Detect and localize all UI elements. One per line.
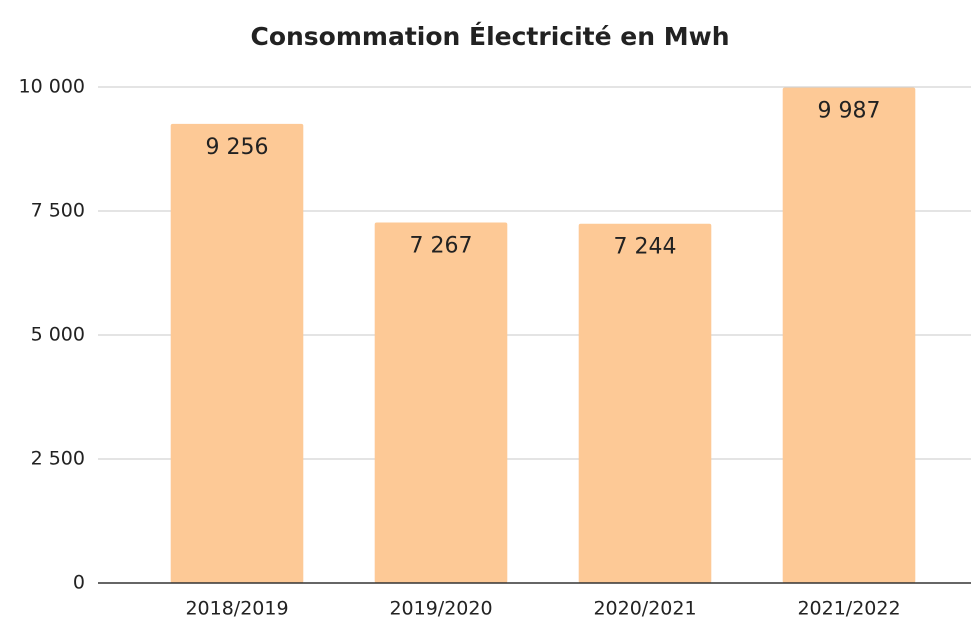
data-label: 7 267 xyxy=(410,234,473,259)
chart-title: Consommation Électricité en Mwh xyxy=(250,22,729,51)
data-label: 7 244 xyxy=(614,235,677,260)
y-tick-label: 5 000 xyxy=(31,324,85,346)
bar xyxy=(578,223,712,583)
y-tick-label: 2 500 xyxy=(31,448,85,470)
bar xyxy=(782,87,916,583)
y-tick-label: 10 000 xyxy=(19,76,85,98)
x-tick-label: 2018/2019 xyxy=(185,598,288,620)
bar xyxy=(374,222,508,583)
x-tick-label: 2021/2022 xyxy=(797,598,900,620)
data-label: 9 256 xyxy=(206,135,269,160)
y-tick-label: 7 500 xyxy=(31,200,85,222)
x-tick-label: 2020/2021 xyxy=(593,598,696,620)
data-label: 9 987 xyxy=(818,99,881,124)
y-tick-label: 0 xyxy=(73,572,85,594)
bar xyxy=(170,123,304,583)
x-tick-label: 2019/2020 xyxy=(389,598,492,620)
